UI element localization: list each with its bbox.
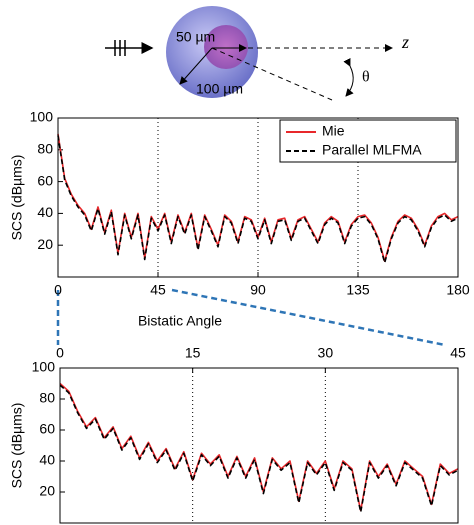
x-tick-label: 135 [346, 282, 370, 298]
data-line [59, 384, 459, 513]
outer-label: 100 µm [196, 81, 243, 97]
y-tick-label: 40 [39, 452, 55, 468]
plot-frame [59, 367, 459, 524]
legend-label: Parallel MLFMA [322, 142, 422, 158]
legend-label: Mie [322, 123, 345, 139]
diagram: 50 µm 100 µm z θ [105, 6, 409, 101]
x-tick-label: 30 [318, 345, 334, 361]
inner-label: 50 µm [176, 29, 215, 45]
zoom-connector [171, 288, 446, 347]
y-axis-label: SCS (dBµms) [9, 155, 25, 241]
radius-arrow [179, 47, 213, 85]
x-tick-label: 0 [56, 345, 64, 361]
y-tick-label: 20 [37, 236, 53, 252]
x-tick-label: 15 [185, 345, 201, 361]
plot-frame [57, 117, 459, 278]
angle-arc [343, 57, 354, 97]
y-tick-label: 80 [39, 390, 55, 406]
x-tick-label: 45 [450, 345, 466, 361]
y-tick-label: 80 [37, 141, 53, 157]
y-axis-label: SCS (dBµms) [9, 403, 25, 489]
data-line [59, 382, 459, 512]
y-tick-label: 60 [37, 172, 53, 188]
axis-label: z [401, 32, 409, 52]
x-tick-label: 90 [250, 282, 266, 298]
scatter-direction [211, 47, 333, 101]
inner-sphere [204, 25, 248, 69]
y-tick-label: 40 [37, 204, 53, 220]
data-line [57, 135, 459, 264]
angle-label: θ [362, 69, 370, 86]
y-tick-label: 60 [39, 421, 55, 437]
x-axis-label: Bistatic Angle [138, 313, 222, 329]
y-tick-label: 100 [32, 359, 56, 375]
x-tick-label: 0 [54, 282, 62, 298]
x-tick-label: 180 [446, 282, 470, 298]
x-tick-label: 45 [150, 282, 166, 298]
legend-box [279, 119, 457, 163]
y-tick-label: 100 [30, 109, 54, 125]
y-tick-label: 20 [39, 483, 55, 499]
